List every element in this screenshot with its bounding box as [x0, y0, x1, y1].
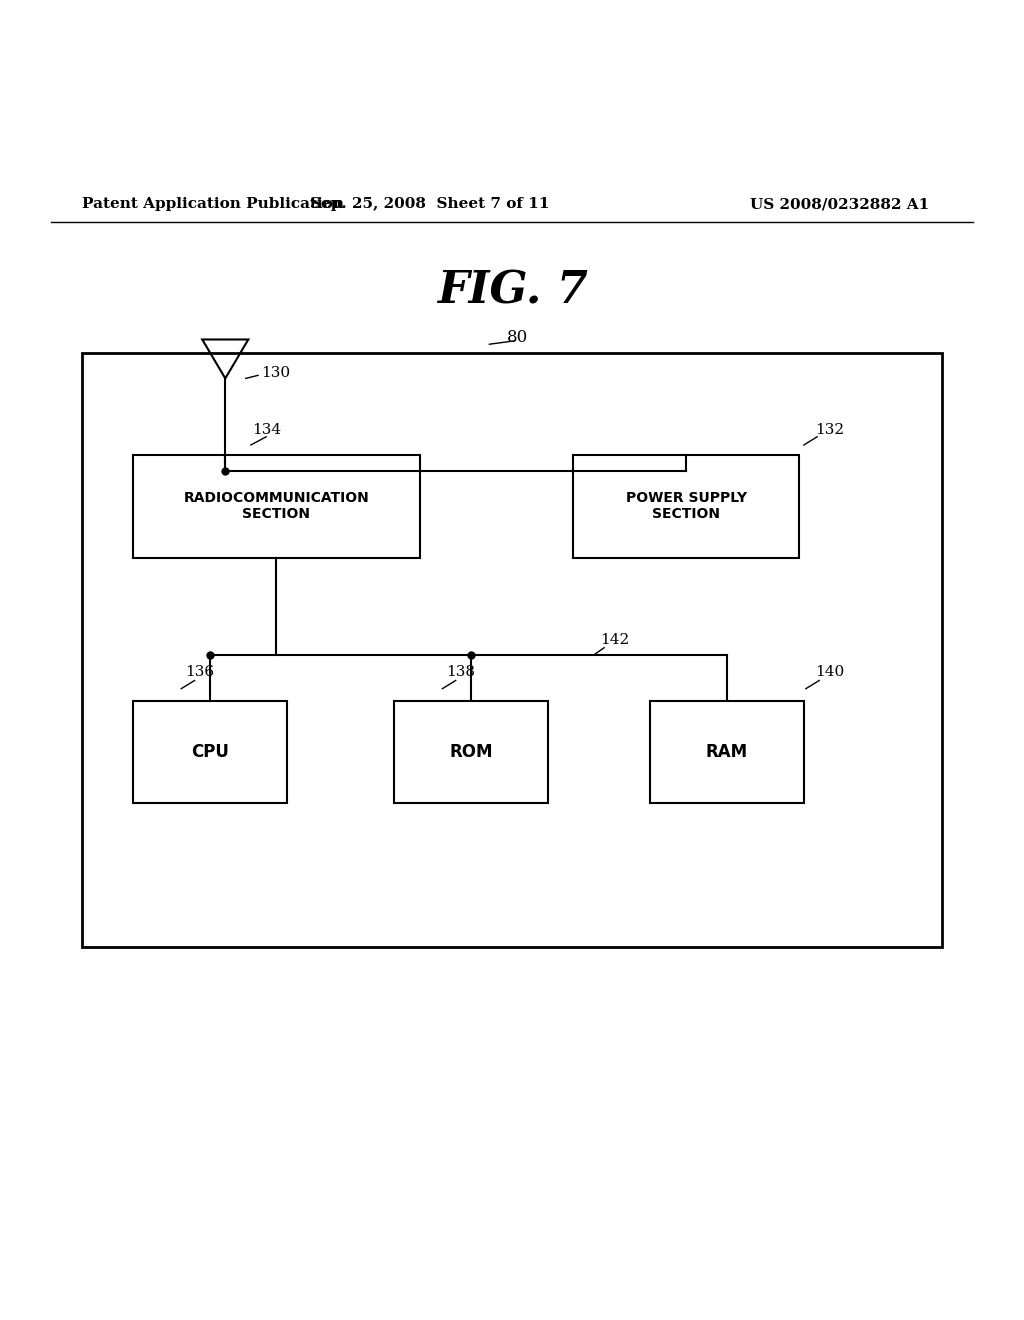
Text: 142: 142: [600, 632, 629, 647]
Text: 136: 136: [185, 665, 214, 680]
Text: POWER SUPPLY
SECTION: POWER SUPPLY SECTION: [626, 491, 746, 521]
Text: 138: 138: [446, 665, 475, 680]
Text: 80: 80: [507, 329, 527, 346]
Text: 134: 134: [252, 422, 281, 437]
Text: Patent Application Publication: Patent Application Publication: [82, 197, 344, 211]
FancyBboxPatch shape: [394, 701, 548, 804]
Text: US 2008/0232882 A1: US 2008/0232882 A1: [750, 197, 930, 211]
Text: CPU: CPU: [191, 743, 228, 762]
Text: 140: 140: [815, 665, 844, 680]
FancyBboxPatch shape: [573, 455, 799, 557]
Text: 130: 130: [261, 366, 290, 380]
FancyBboxPatch shape: [133, 701, 287, 804]
FancyBboxPatch shape: [133, 455, 420, 557]
FancyBboxPatch shape: [82, 352, 942, 946]
FancyBboxPatch shape: [650, 701, 804, 804]
Text: RADIOCOMMUNICATION
SECTION: RADIOCOMMUNICATION SECTION: [183, 491, 370, 521]
Text: FIG. 7: FIG. 7: [436, 269, 588, 313]
Text: 132: 132: [815, 422, 844, 437]
Text: RAM: RAM: [706, 743, 749, 762]
Text: Sep. 25, 2008  Sheet 7 of 11: Sep. 25, 2008 Sheet 7 of 11: [310, 197, 550, 211]
Text: ROM: ROM: [450, 743, 493, 762]
